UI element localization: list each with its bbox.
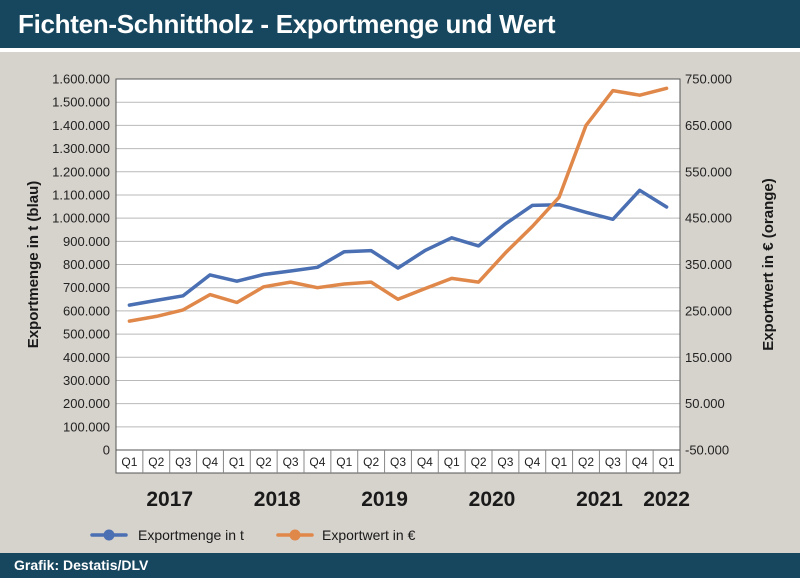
x-tick-label: Q3 bbox=[605, 455, 621, 469]
year-label: 2020 bbox=[469, 488, 516, 511]
y-left-tick-label: 1.600.000 bbox=[52, 72, 110, 87]
x-tick-label: Q1 bbox=[551, 455, 567, 469]
y-right-tick-label: 750.000 bbox=[685, 72, 732, 87]
x-tick-label: Q4 bbox=[632, 455, 648, 469]
chart-title: Fichten-Schnittholz - Exportmenge und We… bbox=[18, 9, 556, 39]
legend-label: Exportmenge in t bbox=[138, 527, 244, 543]
y-left-tick-label: 900.000 bbox=[63, 234, 110, 249]
x-tick-label: Q1 bbox=[229, 455, 245, 469]
y-left-tick-label: 500.000 bbox=[63, 327, 110, 342]
year-label: 2018 bbox=[254, 488, 301, 511]
plot-background bbox=[116, 79, 680, 473]
header-banner: Fichten-Schnittholz - Exportmenge und We… bbox=[0, 0, 800, 52]
x-tick-label: Q3 bbox=[283, 455, 299, 469]
legend-marker bbox=[103, 529, 115, 541]
y-left-tick-label: 800.000 bbox=[63, 257, 110, 272]
y-left-tick-label: 1.000.000 bbox=[52, 211, 110, 226]
y-left-axis-title: Exportmenge in t (blau) bbox=[25, 181, 42, 349]
y-right-tick-label: 450.000 bbox=[685, 211, 732, 226]
y-right-tick-label: 550.000 bbox=[685, 164, 732, 179]
x-tick-label: Q4 bbox=[309, 455, 325, 469]
year-label: 2021 bbox=[576, 488, 623, 511]
y-right-tick-label: -50.000 bbox=[685, 443, 729, 458]
x-tick-label: Q1 bbox=[336, 455, 352, 469]
year-label: 2019 bbox=[361, 488, 408, 511]
year-label: 2022 bbox=[643, 488, 690, 511]
y-left-tick-label: 1.500.000 bbox=[52, 95, 110, 110]
x-tick-label: Q2 bbox=[471, 455, 487, 469]
x-tick-label: Q2 bbox=[363, 455, 379, 469]
y-left-tick-label: 1.400.000 bbox=[52, 118, 110, 133]
y-right-tick-label: 350.000 bbox=[685, 257, 732, 272]
y-left-tick-label: 400.000 bbox=[63, 350, 110, 365]
year-label: 2017 bbox=[146, 488, 193, 511]
legend-label: Exportwert in € bbox=[322, 527, 416, 543]
y-left-tick-label: 1.300.000 bbox=[52, 141, 110, 156]
y-right-tick-label: 150.000 bbox=[685, 350, 732, 365]
y-right-axis-title: Exportwert in € (orange) bbox=[760, 178, 777, 351]
x-tick-label: Q2 bbox=[578, 455, 594, 469]
x-tick-label: Q1 bbox=[121, 455, 137, 469]
x-tick-label: Q2 bbox=[148, 455, 164, 469]
y-left-tick-label: 1.100.000 bbox=[52, 187, 110, 202]
y-left-tick-label: 1.200.000 bbox=[52, 164, 110, 179]
y-left-tick-label: 700.000 bbox=[63, 280, 110, 295]
x-tick-label: Q4 bbox=[524, 455, 540, 469]
x-tick-label: Q2 bbox=[256, 455, 272, 469]
series-line-exportmenge bbox=[127, 188, 669, 307]
chart-area: 0 100.000 200.000 300.000 400.000 500.000 600.… bbox=[0, 52, 800, 553]
line-chart: 0 100.000 200.000 300.000 400.000 500.000 600.… bbox=[25, 72, 777, 544]
plot-frame bbox=[115, 78, 681, 474]
legend-marker bbox=[289, 529, 301, 541]
series-line-exportwert bbox=[127, 86, 669, 323]
y-left-tick-label: 0 bbox=[103, 443, 110, 458]
y-left-tick-label: 300.000 bbox=[63, 373, 110, 388]
x-tick-label: Q1 bbox=[659, 455, 675, 469]
x-tick-label: Q3 bbox=[175, 455, 191, 469]
y-left-tick-label: 200.000 bbox=[63, 396, 110, 411]
y-right-tick-label: 650.000 bbox=[685, 118, 732, 133]
y-right-tick-label: 250.000 bbox=[685, 303, 732, 318]
x-tick-label: Q4 bbox=[202, 455, 218, 469]
y-left-tick-label: 100.000 bbox=[63, 419, 110, 434]
x-tick-label: Q4 bbox=[417, 455, 433, 469]
x-tick-label: Q3 bbox=[390, 455, 406, 469]
source-credit: Grafik: Destatis/DLV bbox=[14, 557, 149, 573]
footer-banner: Grafik: Destatis/DLV bbox=[0, 553, 800, 578]
x-tick-label: Q3 bbox=[497, 455, 513, 469]
y-left-tick-label: 600.000 bbox=[63, 303, 110, 318]
y-right-tick-label: 50.000 bbox=[685, 396, 725, 411]
x-tick-label: Q1 bbox=[444, 455, 460, 469]
